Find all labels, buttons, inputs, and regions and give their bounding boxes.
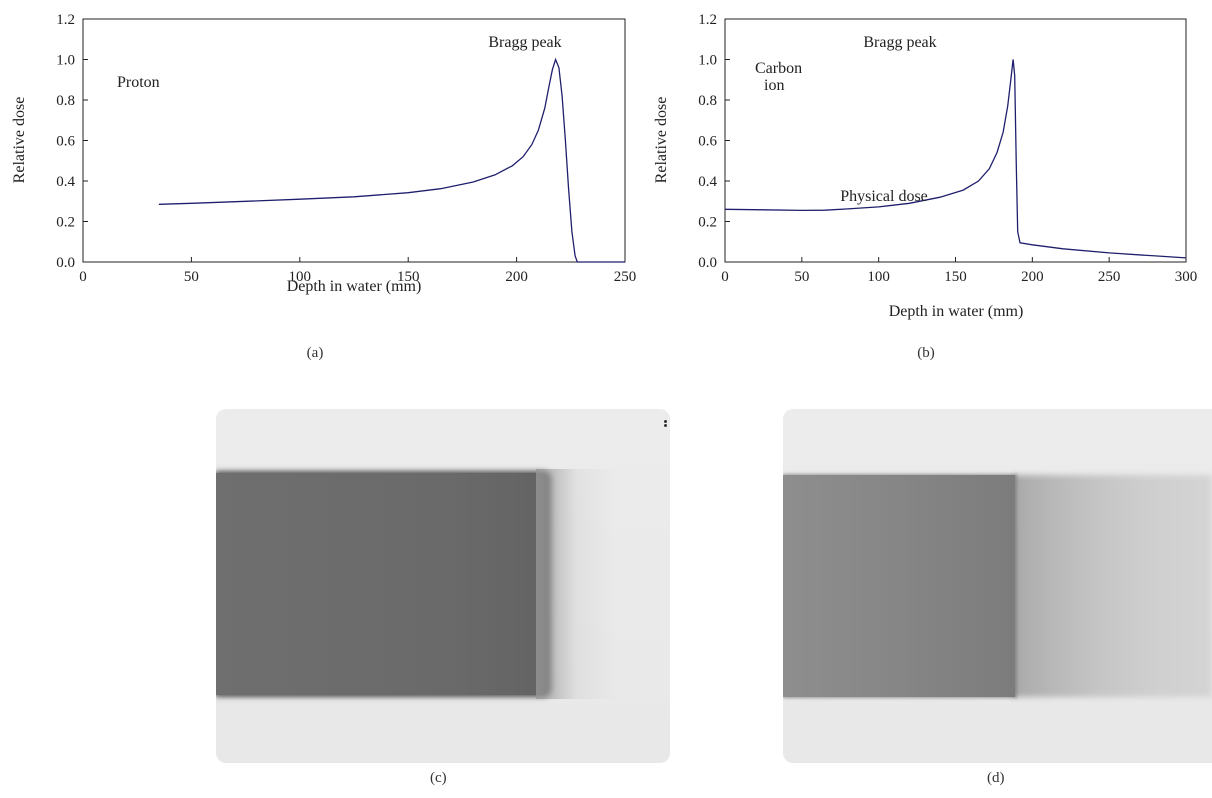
y-tick-label: 0.0 xyxy=(698,255,717,271)
plot-frame xyxy=(724,18,1187,263)
y-tick-label: 0.8 xyxy=(698,93,717,109)
x-tick-label: 150 xyxy=(397,269,420,285)
y-tick-label: 0.6 xyxy=(698,134,717,150)
x-tick-label: 200 xyxy=(1021,269,1044,285)
carbon-label-line1: Carbon xyxy=(755,60,802,77)
proton-label: Proton xyxy=(117,74,160,91)
chart-carbon-ion: 0 50 100 150 200 250 300 0.0 0.2 0.4 0.6 0.8 1.0 1.2… xyxy=(653,12,1197,361)
y-axis-ticks: 0.0 0.2 0.4 0.6 0.8 1.0 1.2 xyxy=(698,12,730,271)
x-tick-label: 150 xyxy=(944,269,967,285)
x-tick-label: 100 xyxy=(289,269,312,285)
irradiated-field xyxy=(216,473,548,695)
y-tick-label: 0.2 xyxy=(698,215,717,231)
x-tick-label: 50 xyxy=(794,269,809,285)
figure-plots: 0 50 100 150 200 250 0.0 0.2 0.4 0.6 0.8 1.0 1.2 Pr… xyxy=(11,12,1197,361)
film-image-carbon xyxy=(783,409,1212,763)
x-axis-ticks: 0 50 100 150 200 250 xyxy=(79,257,636,285)
y-tick-label: 0.4 xyxy=(56,174,75,190)
y-axis-title: Relative dose xyxy=(11,97,28,184)
film-mark xyxy=(664,420,667,423)
panel-label-a: (a) xyxy=(307,345,324,361)
carbon-label-line2: ion xyxy=(764,77,784,94)
x-tick-label: 250 xyxy=(1098,269,1121,285)
x-axis-title: Depth in water (mm) xyxy=(889,303,1024,320)
x-tick-label: 0 xyxy=(79,269,87,285)
y-axis-ticks: 0.0 0.2 0.4 0.6 0.8 1.0 1.2 xyxy=(56,12,88,271)
x-tick-label: 300 xyxy=(1175,269,1198,285)
x-tick-label: 50 xyxy=(184,269,199,285)
y-tick-label: 1.2 xyxy=(698,12,717,28)
x-axis-title: Depth in water (mm) xyxy=(287,278,422,295)
x-tick-label: 200 xyxy=(505,269,528,285)
film-image-proton xyxy=(216,409,670,763)
irradiated-field xyxy=(783,475,1015,697)
bragg-peak-label: Bragg peak xyxy=(863,34,936,51)
dose-curve-carbon xyxy=(724,59,1187,259)
x-tick-label: 100 xyxy=(867,269,890,285)
y-tick-label: 0.2 xyxy=(56,215,75,231)
x-axis-ticks: 0 50 100 150 200 250 300 xyxy=(721,257,1197,285)
panel-label-c: (c) xyxy=(430,770,447,786)
y-tick-label: 1.0 xyxy=(56,53,75,69)
film-mark xyxy=(664,424,667,427)
x-tick-label: 250 xyxy=(614,269,637,285)
y-tick-label: 0.0 xyxy=(56,255,75,271)
physical-dose-label: Physical dose xyxy=(840,188,928,205)
y-tick-label: 1.0 xyxy=(698,53,717,69)
y-tick-label: 0.6 xyxy=(56,134,75,150)
plot-frame xyxy=(82,18,626,263)
panel-label-b: (b) xyxy=(917,345,935,361)
y-tick-label: 1.2 xyxy=(56,12,75,28)
y-axis-title: Relative dose xyxy=(653,97,670,184)
dose-curve-proton xyxy=(158,57,625,263)
fragmentation-tail xyxy=(1013,475,1212,697)
panel-label-d: (d) xyxy=(987,770,1005,786)
y-tick-label: 0.4 xyxy=(698,174,717,190)
x-tick-label: 0 xyxy=(721,269,729,285)
y-tick-label: 0.8 xyxy=(56,93,75,109)
field-edge-blur xyxy=(536,469,616,699)
bragg-peak-label: Bragg peak xyxy=(488,34,561,51)
chart-proton: 0 50 100 150 200 250 0.0 0.2 0.4 0.6 0.8 1.0 1.2 Pr… xyxy=(11,12,636,361)
